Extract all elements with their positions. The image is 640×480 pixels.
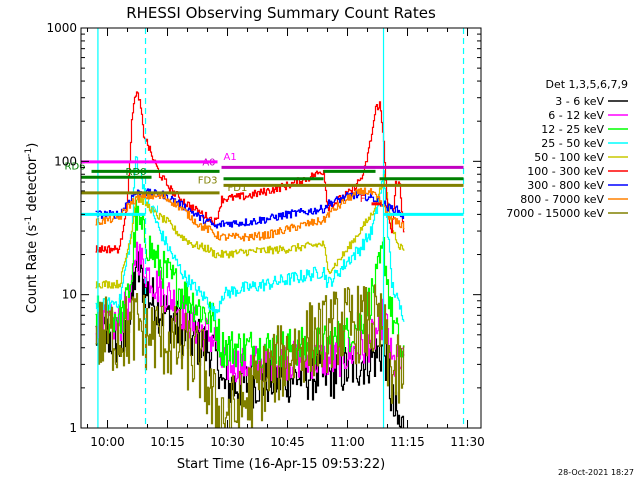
y-axis-label-main: Count Rate (s	[25, 225, 40, 314]
legend-label-1: 3 - 6 keV	[555, 95, 604, 108]
vertical-marker-layer	[97, 28, 465, 428]
series-line-5	[95, 174, 405, 289]
footer-timestamp: 28-Oct-2021 18:27	[558, 468, 634, 477]
x-tick-label: 11:00	[330, 435, 365, 449]
bar-label-fd1: FD1	[228, 183, 248, 194]
legend-label-7: 300 - 800 keV	[527, 179, 604, 192]
x-tick-label: 10:00	[90, 435, 125, 449]
x-tick-label: 10:30	[210, 435, 245, 449]
legend-label-4: 25 - 50 keV	[541, 137, 604, 150]
y-tick-label: 100	[54, 154, 77, 168]
y-axis-label: Count Rate (s-1 detector-1)	[24, 143, 40, 314]
y-axis-label-end: )	[25, 143, 40, 148]
plot-frame	[80, 27, 482, 429]
y-axis-label-sup2: -1	[24, 148, 34, 157]
x-axis: 10:00 10:15 10:30 10:45 11:00 11:15 11:30	[87, 28, 485, 449]
x-axis-label: Start Time (16-Apr-15 09:53:22)	[177, 457, 385, 472]
x-tick-label: 11:30	[450, 435, 485, 449]
y-tick-label: 1000	[46, 21, 77, 35]
chart-title: RHESSI Observing Summary Count Rates	[126, 4, 436, 22]
y-axis: 1 10 100 1000	[46, 21, 481, 435]
legend-label-2: 6 - 12 keV	[548, 109, 604, 122]
annotation-bar-layer: NFFD1FD3RD0RD6A0A1	[65, 152, 464, 216]
legend-label-3: 12 - 25 keV	[541, 123, 604, 136]
legend-label-5: 50 - 100 keV	[534, 151, 604, 164]
legend-label-8: 800 - 7000 keV	[520, 193, 604, 206]
bar-label-n: N	[152, 204, 159, 215]
x-tick-label: 10:45	[270, 435, 305, 449]
legend-title: Det 1,3,5,6,7,9	[545, 78, 628, 91]
series-line-3	[95, 199, 405, 369]
series-line-8	[95, 187, 405, 242]
bar-label-fd3: FD3	[198, 175, 218, 186]
bar-label-f: F	[360, 194, 366, 205]
x-tick-label: 10:15	[150, 435, 185, 449]
y-axis-label-sup: -1	[24, 216, 34, 225]
legend-label-9: 7000 - 15000 keV	[506, 207, 604, 220]
y-tick-label: 10	[62, 288, 77, 302]
legend-label-6: 100 - 300 keV	[527, 165, 604, 178]
bar-label-rd6: RD6	[65, 161, 86, 172]
y-tick-label: 1	[69, 421, 77, 435]
y-axis-label-rest: detector	[25, 156, 40, 216]
series-line-9	[95, 284, 405, 428]
bar-label-a1: A1	[224, 152, 237, 163]
x-tick-label: 11:15	[390, 435, 425, 449]
